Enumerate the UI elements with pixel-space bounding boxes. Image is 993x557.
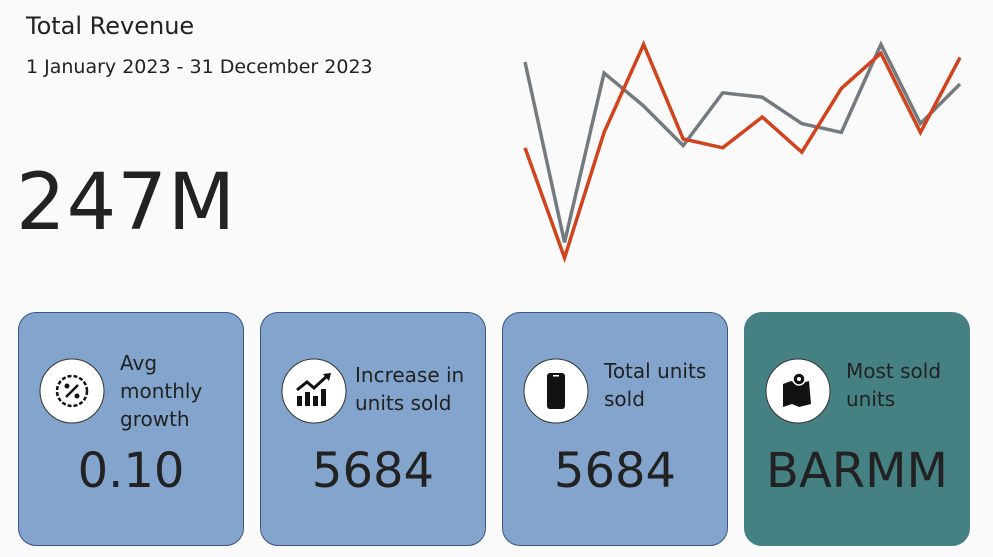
line — [523, 40, 962, 243]
card-label: Avg monthly growth — [120, 351, 203, 431]
card: Increase in units sold 5684 — [260, 312, 486, 546]
subtitle: 1 January 2023 - 31 December 2023 — [26, 56, 373, 78]
card-label: Most sold units — [846, 359, 942, 411]
title: Total Revenue — [26, 12, 195, 40]
icon — [765, 358, 831, 424]
card-value: 5684 — [553, 443, 677, 499]
card: Avg monthly growth 0.10 — [18, 312, 244, 546]
sparkline — [523, 40, 962, 264]
card-value: 5684 — [311, 443, 435, 499]
icon — [39, 358, 105, 424]
line — [523, 40, 962, 264]
card-label: Total units sold — [604, 359, 707, 411]
icon — [523, 358, 589, 424]
card-value: 0.10 — [77, 443, 185, 499]
icon — [281, 358, 347, 424]
card-label: Increase in units sold — [355, 363, 465, 415]
card: Total units sold 5684 — [502, 312, 728, 546]
card-value: BARMM — [766, 443, 948, 499]
card: Most sold units BARMM — [744, 312, 970, 546]
kpi-value: 247M — [16, 158, 237, 248]
